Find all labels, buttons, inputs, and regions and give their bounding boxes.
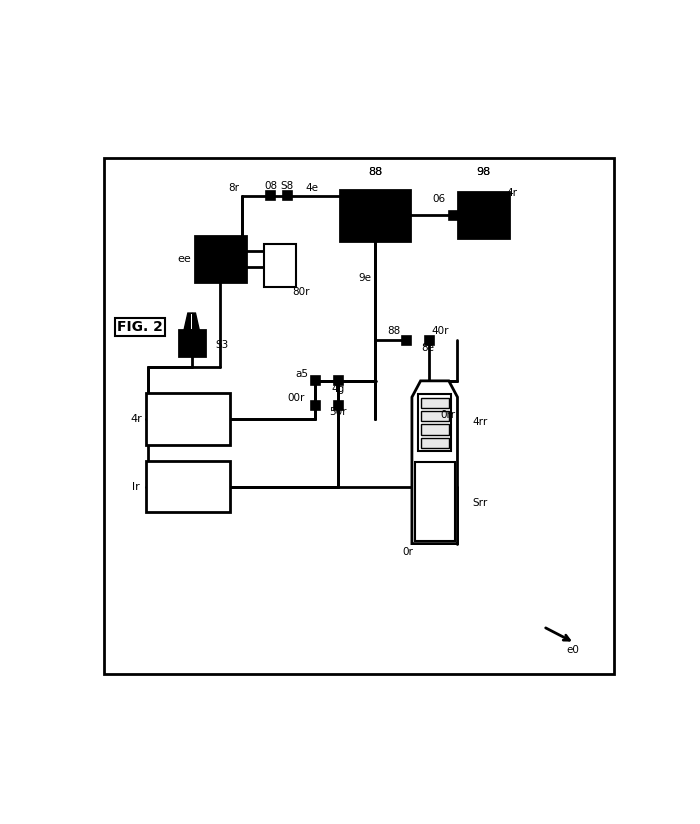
Text: 0rr: 0rr	[441, 410, 456, 420]
Bar	[146, 461, 230, 513]
Text: S3: S3	[216, 339, 229, 349]
Bar	[421, 424, 449, 435]
Text: 50r: 50r	[330, 407, 347, 417]
Text: 00r: 00r	[288, 393, 305, 403]
Text: 80r: 80r	[292, 288, 309, 297]
Bar	[333, 377, 343, 386]
Bar	[414, 462, 455, 541]
Bar	[146, 393, 230, 445]
Bar	[449, 211, 458, 220]
Text: 4rr: 4rr	[473, 417, 488, 427]
Text: 4g: 4g	[332, 384, 345, 394]
Polygon shape	[184, 313, 199, 330]
Bar	[458, 192, 510, 238]
Bar	[311, 377, 320, 386]
Text: 4e: 4e	[228, 244, 241, 254]
Bar	[402, 335, 411, 344]
Text: 06: 06	[433, 194, 446, 204]
Bar	[419, 395, 451, 452]
Bar	[178, 330, 204, 356]
Bar	[421, 411, 449, 421]
Text: 98: 98	[477, 167, 491, 177]
Bar	[191, 314, 193, 329]
Text: 8r: 8r	[228, 183, 239, 194]
Text: 08: 08	[265, 181, 277, 191]
Text: 4e: 4e	[305, 183, 318, 194]
Text: e0: e0	[566, 645, 579, 655]
Text: ee: ee	[177, 254, 191, 264]
Text: 0r: 0r	[402, 547, 413, 557]
Text: FIG. 2: FIG. 2	[118, 320, 163, 334]
Bar	[266, 191, 276, 200]
Text: S8: S8	[281, 181, 294, 191]
Text: 4r: 4r	[130, 414, 142, 424]
Text: 88: 88	[387, 326, 400, 336]
Text: 40r: 40r	[431, 326, 449, 336]
Text: lr: lr	[132, 482, 140, 492]
Text: 8e: 8e	[421, 344, 435, 353]
Text: 80r: 80r	[458, 194, 476, 204]
Bar	[421, 397, 449, 408]
Text: 98: 98	[477, 167, 491, 177]
Polygon shape	[412, 381, 458, 544]
Text: 9e: 9e	[359, 273, 372, 283]
Bar	[333, 400, 343, 410]
Bar	[311, 400, 320, 410]
Bar	[421, 438, 449, 448]
Bar	[340, 190, 410, 241]
Bar	[265, 244, 296, 287]
Text: 88: 88	[368, 167, 382, 177]
Text: 88: 88	[368, 167, 382, 177]
Bar	[283, 191, 292, 200]
Text: 4r: 4r	[506, 188, 517, 198]
Bar	[425, 335, 434, 344]
Bar	[195, 236, 246, 282]
Text: a5: a5	[295, 369, 308, 379]
Text: Srr: Srr	[473, 498, 488, 508]
